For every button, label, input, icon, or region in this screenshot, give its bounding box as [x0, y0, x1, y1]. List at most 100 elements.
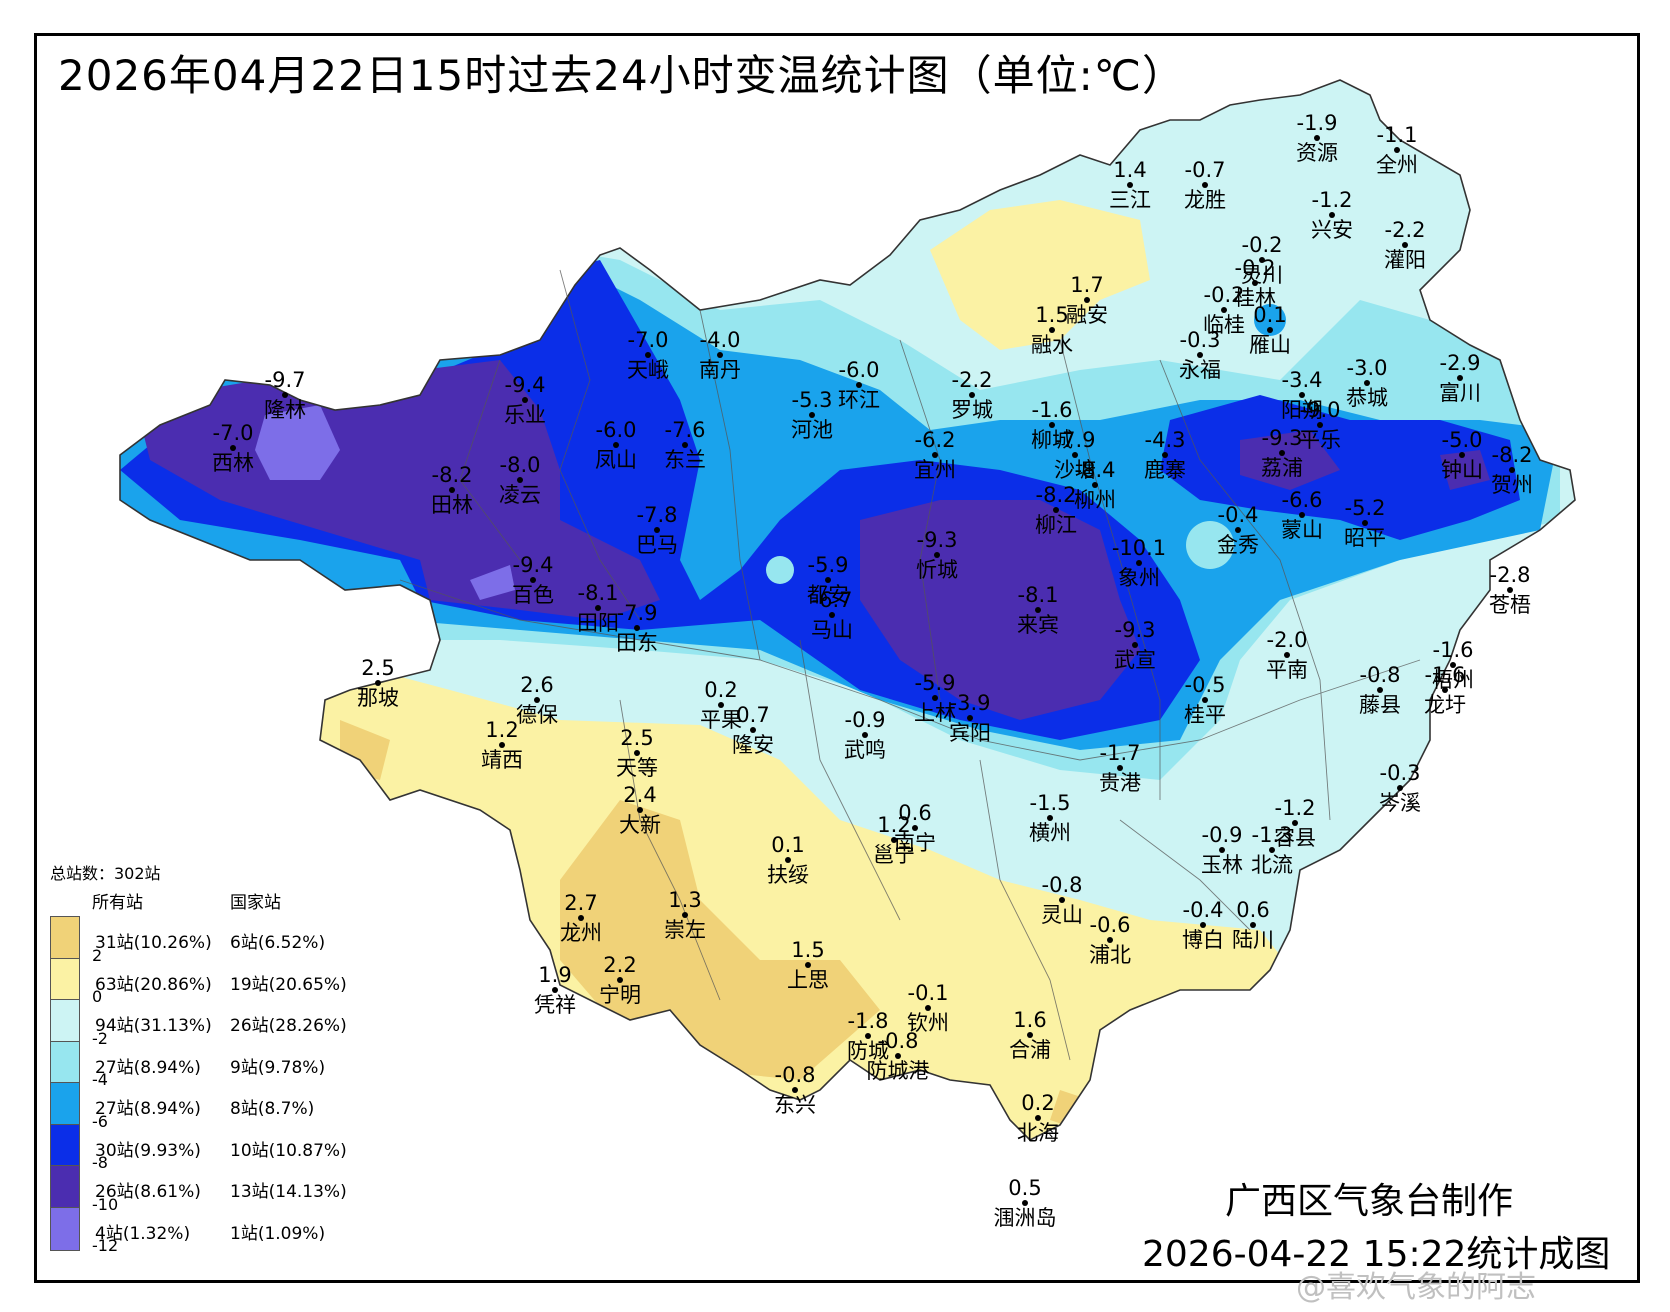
station-dot	[522, 397, 528, 403]
station-name: 钟山	[1441, 458, 1483, 482]
station-marker: -8.2 柳江	[1035, 483, 1077, 537]
station-marker: -1.3 北流	[1251, 823, 1293, 877]
station-marker: -1.6 梧州	[1432, 638, 1474, 692]
station-dot	[1279, 450, 1285, 456]
station-name: 象州	[1118, 566, 1160, 590]
station-dot	[530, 577, 536, 583]
station-name: 宜州	[914, 458, 956, 482]
legend-tick: -10	[92, 1194, 119, 1214]
station-marker: 1.4 三江	[1109, 158, 1151, 212]
station-name: 灌阳	[1384, 248, 1426, 272]
station-dot	[1027, 1032, 1033, 1038]
watermark-text: @喜欢气象的阿志	[1296, 1270, 1536, 1305]
station-name: 北海	[1017, 1121, 1059, 1145]
station-value: -1.7	[1100, 741, 1141, 765]
legend-national-count: 13站(14.13%)	[230, 1182, 347, 1202]
station-dot	[578, 915, 584, 921]
station-marker: -9.4 乐业	[504, 373, 546, 427]
station-marker: -7.9 田东	[616, 601, 658, 655]
station-dot	[862, 732, 868, 738]
station-marker: -7.8 巴马	[636, 503, 678, 557]
station-marker: -1.6 龙圩	[1424, 663, 1466, 717]
station-marker: -0.9 武鸣	[844, 708, 886, 762]
map-title: 2026年04月22日15时过去24小时变温统计图（单位:℃）	[58, 51, 1185, 100]
station-name: 南宁	[894, 831, 936, 855]
station-dot	[865, 1033, 871, 1039]
legend-all-count: 31站(10.26%)	[95, 933, 212, 953]
station-name: 容县	[1274, 826, 1316, 850]
station-name: 贵港	[1099, 771, 1141, 795]
station-marker: 0.1 扶绥	[767, 833, 809, 887]
station-value: -6.0	[839, 358, 880, 382]
station-value: 1.5	[1035, 303, 1068, 327]
legend-swatch	[50, 916, 80, 960]
legend-tick: -4	[92, 1070, 108, 1089]
legend-row: 26站(8.61%) 13站(14.13%)	[50, 1165, 380, 1209]
station-marker: -2.0 平南	[1266, 628, 1308, 682]
station-marker: -0.4 金秀	[1217, 503, 1259, 557]
station-marker: 0.2 平果	[700, 678, 742, 732]
station-value: -1.1	[1377, 123, 1418, 147]
station-dot	[1235, 527, 1241, 533]
legend-all-count: 94站(31.13%)	[95, 1016, 212, 1036]
station-dot	[1035, 607, 1041, 613]
station-name: 涠洲岛	[994, 1206, 1057, 1230]
station-marker: -1.6 柳城	[1031, 398, 1073, 452]
station-value: -0.8	[1042, 873, 1083, 897]
station-marker: -9.4 百色	[512, 553, 554, 607]
station-value: -5.2	[1345, 496, 1386, 520]
legend-row: 4站(1.32%) 1站(1.09%)	[50, 1206, 380, 1251]
legend-national-count: 6站(6.52%)	[230, 933, 326, 953]
station-value: -5.9	[808, 553, 849, 577]
station-marker: -3.0 恭城	[1346, 356, 1388, 410]
station-name: 陆川	[1232, 928, 1274, 952]
station-name: 富川	[1439, 381, 1481, 405]
station-dot	[1162, 452, 1168, 458]
station-value: -1.6	[1425, 663, 1466, 687]
station-name: 雁山	[1249, 333, 1291, 357]
legend-tick: 2	[92, 945, 103, 965]
station-dot	[613, 442, 619, 448]
station-dot	[969, 392, 975, 398]
legend-all-count: 4站(1.32%)	[95, 1223, 191, 1244]
legend-tick: 0	[92, 987, 103, 1006]
station-marker: 1.7 融安	[1066, 273, 1108, 327]
station-marker: 2.4 大新	[619, 783, 661, 837]
station-value: 0.1	[1253, 303, 1286, 327]
station-value: -4.3	[1145, 428, 1186, 452]
station-marker: -0.7 龙胜	[1184, 158, 1226, 212]
station-name: 龙胜	[1184, 188, 1226, 212]
station-value: -7.8	[637, 503, 678, 527]
station-dot	[1127, 182, 1133, 188]
station-value: -7.9	[617, 601, 658, 625]
station-marker: 0.6 南宁	[894, 801, 936, 855]
station-marker: 0.5 涠洲岛	[994, 1176, 1057, 1230]
station-name: 天峨	[627, 358, 669, 382]
station-marker: -3.4 阳朔	[1281, 368, 1323, 422]
station-name: 钦州	[907, 1011, 949, 1035]
station-value: -8.4	[1075, 458, 1116, 482]
station-value: 0.2	[704, 678, 737, 702]
station-marker: -8.1 来宾	[1017, 583, 1059, 637]
station-name: 乐业	[504, 403, 546, 427]
station-name: 邕宁	[873, 843, 915, 867]
station-name: 永福	[1179, 358, 1221, 382]
station-marker: -6.2 宜州	[914, 428, 956, 482]
legend-swatch	[50, 1040, 80, 1085]
station-value: -1.6	[1433, 638, 1474, 662]
station-name: 北流	[1251, 853, 1293, 877]
station-value: -1.9	[1297, 111, 1338, 135]
station-dot	[1459, 452, 1465, 458]
legend-national-count: 26站(28.26%)	[230, 1016, 347, 1036]
station-marker: 2.7 龙州	[560, 891, 602, 945]
station-value: -5.9	[915, 671, 956, 695]
station-name: 梧州	[1432, 668, 1474, 692]
station-marker: -0.5 桂平	[1184, 673, 1226, 727]
legend-header-national: 国家站	[230, 893, 281, 913]
station-name: 昭平	[1344, 526, 1386, 550]
station-value: 2.5	[620, 726, 653, 750]
station-name: 凭祥	[534, 993, 576, 1017]
station-name: 靖西	[481, 748, 523, 772]
station-marker: -0.8 灵山	[1041, 873, 1083, 927]
